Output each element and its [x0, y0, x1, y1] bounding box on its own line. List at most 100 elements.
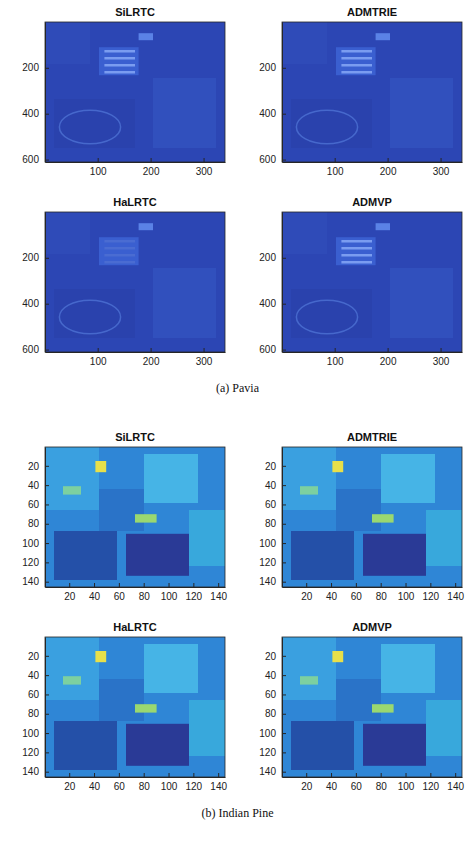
image-region	[104, 247, 135, 250]
tick-mark	[218, 583, 219, 587]
image-region	[341, 254, 372, 257]
image-region	[341, 261, 372, 264]
tick-mark	[45, 582, 49, 583]
tick-mark	[94, 773, 95, 777]
image-region	[104, 57, 135, 60]
x-tick: 60	[351, 583, 363, 602]
image-region	[372, 704, 394, 712]
x-tick: 300	[433, 348, 450, 367]
image-region	[99, 237, 139, 265]
x-tick: 200	[380, 158, 397, 177]
x-tick: 60	[114, 583, 126, 602]
tick-label: 600	[259, 154, 276, 165]
tick-mark	[406, 583, 407, 587]
image-region	[390, 268, 453, 338]
x-tick: 100	[398, 583, 415, 602]
axis-line	[282, 23, 283, 163]
image-region	[363, 534, 426, 576]
tick-label: 40	[326, 591, 338, 602]
tick-mark	[69, 773, 70, 777]
y-tick: 100	[259, 538, 286, 549]
tick-label: 600	[22, 344, 39, 355]
tick-mark	[356, 583, 357, 587]
tick-mark	[45, 304, 49, 305]
y-axis: 20406080100120140	[259, 448, 286, 588]
tick-label: 120	[259, 747, 276, 758]
tick-mark	[430, 773, 431, 777]
image-region	[95, 651, 106, 662]
image	[282, 22, 462, 162]
tick-mark	[455, 773, 456, 777]
plot-frame	[282, 447, 462, 587]
plot-frame	[282, 637, 462, 777]
image-region	[381, 644, 435, 693]
y-tick: 200	[259, 252, 286, 263]
image-region	[104, 50, 135, 53]
tick-label: 140	[210, 781, 227, 792]
image-region	[291, 531, 354, 580]
tick-label: 200	[143, 166, 160, 177]
image	[45, 637, 225, 777]
tick-mark	[388, 348, 389, 352]
tick-mark	[98, 348, 99, 352]
tick-mark	[45, 562, 49, 563]
tick-label: 120	[22, 747, 39, 758]
y-tick: 20	[28, 651, 49, 662]
image-region	[54, 721, 117, 770]
image-region	[45, 447, 225, 587]
tick-mark	[151, 348, 152, 352]
tick-mark	[282, 752, 286, 753]
y-tick: 120	[22, 747, 49, 758]
y-axis: 200400600	[259, 23, 286, 166]
tick-label: 100	[161, 591, 178, 602]
tick-mark	[356, 773, 357, 777]
panel: 2040608010012014020406080100120140SiLRTC	[22, 431, 227, 602]
tick-label: 400	[22, 298, 39, 309]
tick-mark	[144, 773, 145, 777]
tick-mark	[282, 258, 286, 259]
tick-label: 120	[186, 591, 203, 602]
tick-mark	[98, 158, 99, 162]
x-axis: 20406080100120140	[46, 773, 228, 792]
image	[282, 212, 462, 352]
tick-label: 100	[398, 591, 415, 602]
panel: 100200300200400600HaLRTC	[22, 196, 225, 367]
tick-mark	[45, 733, 49, 734]
tick-mark	[282, 485, 286, 486]
tick-label: 300	[196, 356, 213, 367]
image-region	[291, 289, 372, 338]
tick-mark	[306, 773, 307, 777]
plot-frame	[45, 22, 225, 162]
image-region	[341, 71, 372, 74]
tick-label: 20	[301, 591, 313, 602]
tick-mark	[193, 583, 194, 587]
y-tick: 200	[259, 62, 286, 73]
x-tick: 140	[447, 773, 464, 792]
panel: 2040608010012014020406080100120140ADMTRI…	[259, 431, 464, 602]
tick-mark	[282, 114, 286, 115]
x-tick: 200	[143, 348, 160, 367]
image-region	[63, 676, 81, 684]
tick-label: 80	[265, 518, 277, 529]
image-region	[372, 514, 394, 522]
tick-label: 140	[22, 576, 39, 587]
tick-mark	[45, 258, 49, 259]
image-region	[336, 47, 376, 75]
y-tick: 20	[265, 651, 286, 662]
tick-label: 80	[28, 708, 40, 719]
panel: 100200300200400600ADMTRIE	[259, 6, 462, 177]
y-tick: 200	[22, 252, 49, 263]
tick-mark	[45, 752, 49, 753]
tick-label: 120	[423, 781, 440, 792]
tick-mark	[204, 158, 205, 162]
tick-label: 200	[259, 252, 276, 263]
image-region	[282, 447, 336, 510]
panel: 100200300200400600SiLRTC	[22, 6, 225, 177]
y-tick: 80	[28, 518, 49, 529]
image-region	[104, 240, 135, 243]
y-tick: 120	[22, 557, 49, 568]
tick-mark	[94, 583, 95, 587]
tick-mark	[45, 504, 49, 505]
x-axis: 100200300	[283, 348, 463, 367]
x-tick: 40	[326, 773, 338, 792]
